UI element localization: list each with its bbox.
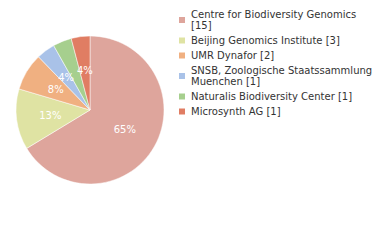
svg-text:65%: 65% [114,124,136,135]
svg-text:Muenchen [1]: Muenchen [1] [191,76,260,87]
svg-text:Beijing Genomics Institute [3]: Beijing Genomics Institute [3] [191,35,340,46]
svg-text:Centre for Biodiversity Genomi: Centre for Biodiversity Genomics [191,9,359,20]
svg-text:13%: 13% [39,110,61,121]
svg-text:SNSB, Zoologische Staatssammlu: SNSB, Zoologische Staatssammlung [191,65,375,76]
svg-text:[15]: [15] [191,20,212,31]
svg-text:Naturalis Biodiversity Center: Naturalis Biodiversity Center [1] [191,91,352,102]
svg-text:4%: 4% [77,65,93,76]
svg-text:UMR Dynafor [2]: UMR Dynafor [2] [191,50,274,61]
svg-text:8%: 8% [48,84,64,95]
svg-text:4%: 4% [58,72,74,83]
svg-text:Microsynth AG [1]: Microsynth AG [1] [191,106,281,117]
